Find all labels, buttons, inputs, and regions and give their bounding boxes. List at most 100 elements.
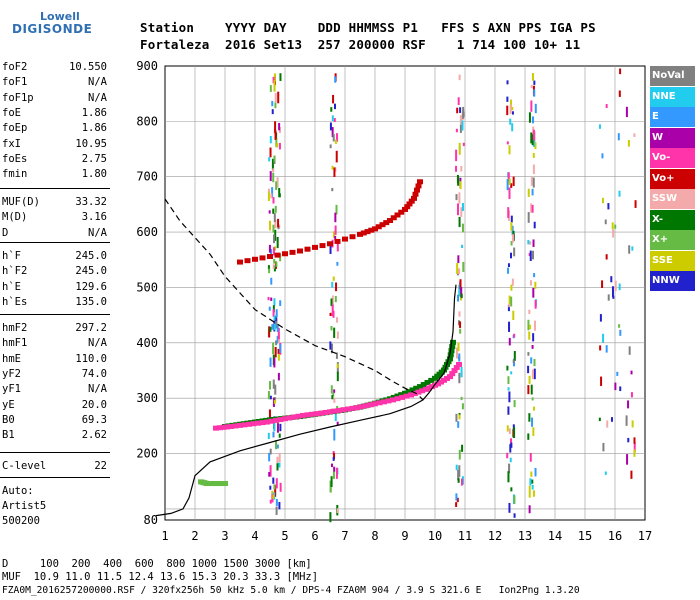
noise-echo xyxy=(602,198,604,203)
noise-echo xyxy=(509,145,511,154)
noise-echo xyxy=(530,471,532,476)
noise-echo xyxy=(272,209,274,214)
echo-point xyxy=(350,234,356,239)
y-tick-label: 900 xyxy=(136,59,158,73)
noise-echo xyxy=(278,123,280,130)
noise-echo xyxy=(462,203,464,211)
noise-echo xyxy=(619,386,621,391)
noise-echo xyxy=(600,314,602,322)
noise-echo xyxy=(461,397,463,400)
noise-echo xyxy=(274,324,276,331)
noise-echo xyxy=(269,221,271,231)
noise-echo xyxy=(333,134,335,141)
noise-echo xyxy=(274,80,276,92)
echo-point xyxy=(282,251,288,256)
noise-echo xyxy=(528,331,530,339)
noise-echo xyxy=(533,490,535,496)
noise-echo xyxy=(463,143,465,146)
noise-echo xyxy=(606,104,608,108)
noise-echo xyxy=(330,144,332,148)
noise-echo xyxy=(506,366,508,371)
noise-echo xyxy=(534,282,536,289)
noise-echo xyxy=(527,433,529,439)
y-tick-label: 80 xyxy=(144,513,158,527)
noise-echo xyxy=(458,478,460,483)
noise-echo xyxy=(529,486,531,498)
noise-echo xyxy=(456,465,458,471)
noise-echo xyxy=(508,322,510,332)
noise-echo xyxy=(278,354,280,361)
noise-echo xyxy=(269,307,271,311)
noise-echo xyxy=(507,179,509,190)
noise-echo xyxy=(456,263,458,274)
x-tick-label: 16 xyxy=(608,529,622,543)
noise-echo xyxy=(455,493,457,500)
noise-echo xyxy=(511,123,513,131)
noise-echo xyxy=(513,248,515,257)
noise-echo xyxy=(533,407,535,411)
noise-echo xyxy=(458,192,460,203)
noise-echo xyxy=(272,432,274,438)
noise-echo xyxy=(514,513,516,517)
noise-echo xyxy=(512,279,514,286)
muf-row: MUF 10.9 11.0 11.5 12.4 13.6 15.3 20.3 3… xyxy=(2,571,318,583)
noise-echo xyxy=(599,418,601,421)
noise-echo xyxy=(459,217,461,227)
noise-echo xyxy=(534,369,536,380)
x-tick-label: 5 xyxy=(281,529,288,543)
noise-echo xyxy=(268,157,270,161)
noise-echo xyxy=(615,281,617,291)
noise-echo xyxy=(612,286,614,297)
noise-echo xyxy=(626,107,628,117)
noise-echo xyxy=(531,85,533,88)
noise-echo xyxy=(529,325,531,330)
noise-echo xyxy=(610,276,612,282)
noise-echo xyxy=(529,478,531,485)
noise-echo xyxy=(462,262,464,272)
noise-echo xyxy=(601,153,603,158)
noise-echo xyxy=(530,453,532,462)
noise-echo xyxy=(533,89,535,96)
noise-echo xyxy=(277,219,279,228)
noise-echo xyxy=(330,326,332,330)
noise-echo xyxy=(274,102,276,108)
noise-echo xyxy=(276,499,278,506)
noise-echo xyxy=(619,283,621,290)
noise-echo xyxy=(270,278,272,285)
noise-echo xyxy=(333,457,335,461)
noise-echo xyxy=(507,141,509,144)
noise-echo xyxy=(270,148,272,158)
noise-echo xyxy=(279,300,281,306)
x-tick-label: 14 xyxy=(548,529,562,543)
x-tick-label: 8 xyxy=(371,529,378,543)
noise-echo xyxy=(273,484,275,489)
noise-echo xyxy=(336,262,338,266)
noise-echo xyxy=(457,203,459,215)
noise-echo xyxy=(514,351,516,361)
noise-echo xyxy=(510,253,512,259)
noise-echo xyxy=(599,345,601,350)
noise-echo xyxy=(336,468,338,479)
noise-echo xyxy=(509,428,511,434)
y-tick-label: 400 xyxy=(136,336,158,350)
noise-echo xyxy=(276,507,278,515)
noise-echo xyxy=(527,352,529,356)
noise-echo xyxy=(513,495,515,504)
noise-echo xyxy=(530,280,532,285)
noise-echo xyxy=(336,317,338,322)
noise-echo xyxy=(631,392,633,397)
noise-echo xyxy=(330,246,332,254)
noise-echo xyxy=(602,334,604,343)
distance-row: D 100 200 400 600 800 1000 1500 3000 [km… xyxy=(2,558,312,570)
noise-echo xyxy=(275,347,277,357)
noise-echo xyxy=(329,512,331,522)
noise-echo xyxy=(627,400,629,408)
echo-point xyxy=(342,237,348,242)
noise-echo xyxy=(274,400,276,404)
echo-point xyxy=(327,241,333,246)
noise-echo xyxy=(506,97,508,102)
noise-echo xyxy=(527,366,529,373)
noise-echo xyxy=(275,206,277,213)
noise-echo xyxy=(602,443,604,451)
